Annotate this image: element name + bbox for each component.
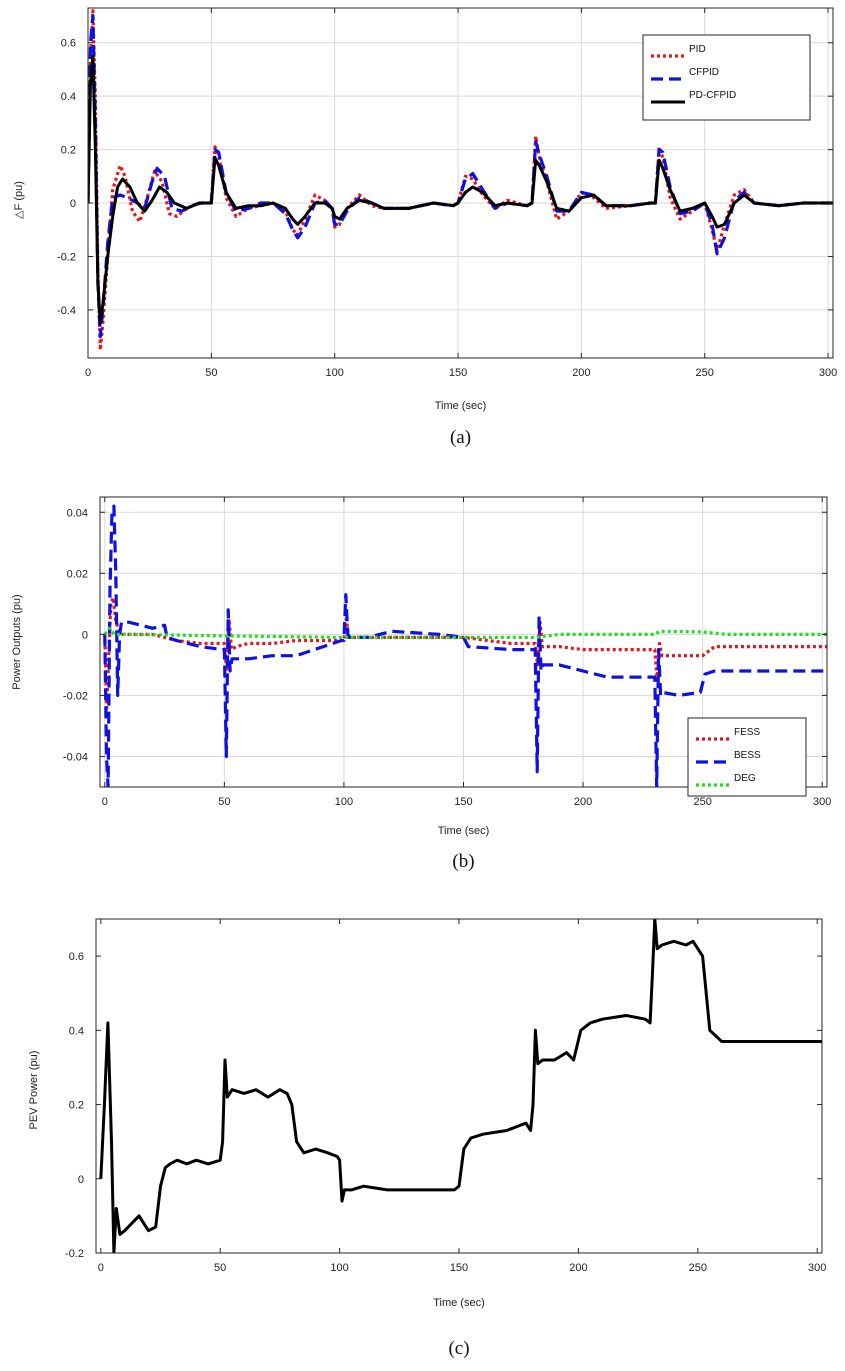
x-tick-label-0: 0 — [85, 367, 91, 379]
y-tick-label-5: 0.6 — [61, 38, 76, 50]
x-tick-label-5: 250 — [689, 1262, 707, 1274]
y-tick-label-4: 0.6 — [69, 951, 84, 963]
series-group — [103, 504, 827, 787]
x-tick-label-2: 100 — [330, 1262, 348, 1274]
x-tick-label-0: 0 — [98, 1262, 104, 1274]
series-line-pd-cfpid — [88, 54, 833, 325]
legend-box — [687, 717, 807, 797]
x-tick-label-4: 200 — [574, 796, 592, 808]
legend: PID CFPID PD-CFPID — [642, 34, 811, 121]
y-axis-label: △F (pu) — [13, 181, 25, 219]
x-tick-label-6: 300 — [813, 796, 831, 808]
plot-frame — [87, 7, 834, 359]
y-tick-label-0: -0.04 — [63, 751, 88, 763]
x-tick-label-3: 150 — [454, 796, 472, 808]
y-tick-label-1: -0.02 — [63, 690, 88, 702]
y-tick-label-3: 0.02 — [67, 568, 88, 580]
series-line-cfpid — [88, 14, 833, 339]
chart-1: 0 50 100 150 200 250 300 -0.04 -0.02 0 0.02 0.04 Tim… — [11, 496, 831, 872]
plot-area — [96, 919, 822, 1253]
legend: FESS BESS DEG — [687, 717, 807, 797]
x-axis-label: Time (sec) — [433, 1297, 485, 1309]
x-tick-label-1: 50 — [205, 367, 217, 379]
y-tick-label-4: 0.04 — [67, 507, 88, 519]
x-tick-label-6: 300 — [808, 1262, 826, 1274]
series-group — [99, 919, 822, 1253]
series-line-pid — [88, 9, 833, 352]
x-tick-label-4: 200 — [569, 1262, 587, 1274]
legend-label-bess: BESS — [734, 750, 761, 761]
y-tick-label-3: 0.4 — [69, 1025, 84, 1037]
y-tick-label-4: 0.4 — [61, 91, 76, 103]
legend-label-cfpid: CFPID — [689, 67, 719, 78]
legend-box — [642, 34, 811, 121]
y-tick-label-1: -0.2 — [57, 251, 76, 263]
chart-2: 0 50 100 150 200 250 300 -0.2 0 0.2 0.4 0.6 Time (se… — [28, 918, 826, 1359]
x-tick-label-5: 250 — [696, 367, 714, 379]
series-line-pev-power — [99, 919, 822, 1253]
legend-label-deg: DEG — [734, 773, 756, 784]
series-line-bess — [103, 504, 827, 787]
y-axis-label: Power Outputs (pu) — [11, 594, 23, 689]
x-tick-label-4: 200 — [572, 367, 590, 379]
chart-0: 0 50 100 150 200 250 300 -0.4 -0.2 0 0.2 0.4 0.6 Time… — [13, 7, 837, 448]
x-tick-label-1: 50 — [214, 1262, 226, 1274]
x-tick-label-2: 100 — [326, 367, 344, 379]
x-axis-label: Time (sec) — [438, 825, 490, 837]
x-tick-label-3: 150 — [450, 1262, 468, 1274]
y-tick-label-0: -0.4 — [57, 305, 76, 317]
figure-caption: (b) — [452, 851, 474, 872]
x-tick-label-2: 100 — [335, 796, 353, 808]
x-axis-label: Time (sec) — [435, 400, 487, 412]
x-tick-label-1: 50 — [218, 796, 230, 808]
legend-label-pd-cfpid: PD-CFPID — [689, 90, 736, 101]
figure-caption: (c) — [448, 1338, 469, 1359]
y-tick-label-3: 0.2 — [61, 145, 76, 157]
x-tick-label-5: 250 — [693, 796, 711, 808]
legend-label-fess: FESS — [734, 727, 760, 738]
x-tick-label-3: 150 — [449, 367, 467, 379]
figure-caption: (a) — [450, 427, 471, 448]
y-tick-label-2: 0 — [70, 198, 76, 210]
x-tick-label-0: 0 — [102, 796, 108, 808]
y-tick-label-1: 0 — [78, 1174, 84, 1186]
x-tick-label-6: 300 — [819, 367, 837, 379]
y-tick-label-0: -0.2 — [65, 1248, 84, 1260]
y-tick-label-2: 0.2 — [69, 1100, 84, 1112]
legend-label-pid: PID — [689, 44, 706, 55]
series-group — [88, 9, 833, 352]
series-line-deg — [103, 626, 827, 639]
y-tick-label-2: 0 — [82, 629, 88, 641]
y-axis-label: PEV Power (pu) — [28, 1051, 40, 1130]
